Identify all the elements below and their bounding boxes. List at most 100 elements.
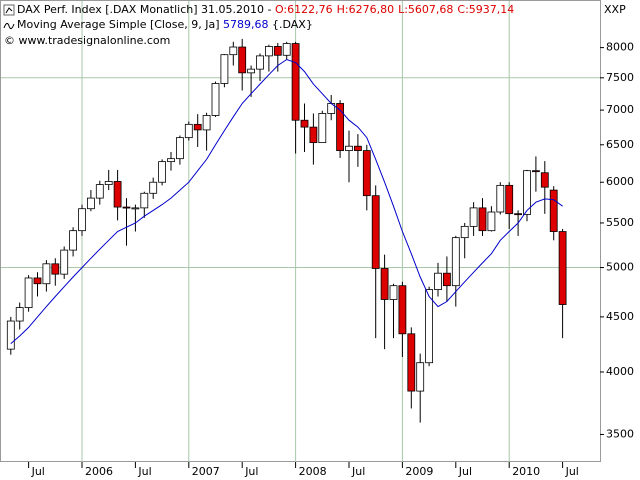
candle-body [380,268,389,300]
candle-body [131,207,140,210]
ohlc-value: O:6122,76 [275,3,333,16]
candle-body [78,208,86,232]
x-tick-label: 2006 [85,465,113,478]
candle-body [362,150,371,197]
candle-body [69,230,77,251]
ma-suffix: {.DAX} [268,18,312,31]
candle-body [211,83,220,116]
candle-body [353,145,362,151]
y-tick-label: 6000 [606,175,634,188]
candle-body [60,249,69,275]
candle-body [514,213,522,216]
candle-body [140,192,149,209]
ohlc: O:6122,76 H:6276,80 L:5607,68 C:5937,14 [275,3,514,16]
candle-body [6,320,15,350]
candle-body [193,123,202,131]
candle-body [523,170,531,215]
y-tick-label: 4500 [606,310,634,323]
x-tick-label: 2007 [192,465,220,478]
candle-body [238,46,247,74]
header-title: DAX Perf. Index [.DAX Monatlich] 31.05.2… [17,3,514,16]
candle-body [549,189,558,232]
candle-body [113,181,122,208]
candle-body [24,277,33,308]
y-tick-label: 3500 [606,427,634,440]
moving-average [10,58,563,344]
candle-body [51,263,60,275]
candle-body [318,113,327,144]
candle-body [558,231,567,305]
candle-body [487,211,496,232]
x-tick-label: 2009 [405,465,433,478]
candle-body [300,119,309,128]
candle-body [42,263,51,285]
marks [6,38,567,423]
candle-body [291,43,300,121]
candle-body [264,46,273,57]
y-tick-label: 4000 [606,365,634,378]
candle-body [247,68,256,74]
candle-body [229,46,238,56]
candle-body [273,46,282,56]
candle-body [505,184,514,215]
candle-body [104,181,113,185]
icon [5,7,13,14]
candle-body [149,181,158,194]
y-tick-label: 6500 [606,138,634,151]
candle-body [398,285,407,335]
y-tick-label: 7500 [606,71,634,84]
candle-body [167,158,175,163]
candle-body [202,115,211,131]
candle-body [95,184,104,199]
candle-body [434,272,442,290]
copyright: © www.tradesignalonline.com [4,34,170,47]
x-tick-label: Jul [458,465,472,478]
candle-body [15,307,24,322]
candle-body [469,207,478,227]
x-tick-label: 2010 [512,465,540,478]
ma-name: Moving Average Simple [Close, 9, Ja] [17,18,223,31]
candle-body [532,170,540,173]
candle-body [345,145,353,151]
candle-body [442,272,451,287]
candle-body [336,103,345,151]
candle-body [309,126,318,144]
candle-body [496,184,505,213]
ma-label: Moving Average Simple [Close, 9, Ja] 578… [17,18,313,31]
ohlc-value: C:5937,14 [457,3,514,16]
candle-body [416,362,425,392]
candle-body [540,172,549,188]
plot-area [0,0,601,462]
x-tick-label: 2008 [299,465,327,478]
candle-body [460,225,469,239]
candle-body [87,197,95,210]
y-tick-label: 5000 [606,261,634,274]
candle-body [371,195,380,269]
icon [3,22,15,30]
candle-body [158,161,167,183]
candle-body [175,137,184,160]
x-tick-label: Jul [244,465,258,478]
candle-body [407,333,416,392]
title: DAX Perf. Index [.DAX Monatlich] 31.05.2… [17,3,275,16]
candle-body [451,237,460,287]
y-tick-label: 7000 [606,103,634,116]
candle-body [122,206,131,209]
y-tick-label: 8000 [606,41,634,54]
candle-body [256,55,264,70]
ohlc-value: H:6276,80 [337,3,394,16]
candle-body [282,43,291,56]
x-tick-label: Jul [31,465,45,478]
icon [3,4,15,16]
ma-value: 5789,68 [223,18,269,31]
candle-body [184,123,193,139]
candle-body [220,54,229,84]
candle-body [389,285,398,300]
x-tick-label: Jul [137,465,151,478]
y-tick-label: 5500 [606,216,634,229]
corner-label: XXP [604,3,626,16]
x-tick-label: Jul [351,465,365,478]
candle-body [478,207,487,232]
x-tick-label: Jul [565,465,579,478]
